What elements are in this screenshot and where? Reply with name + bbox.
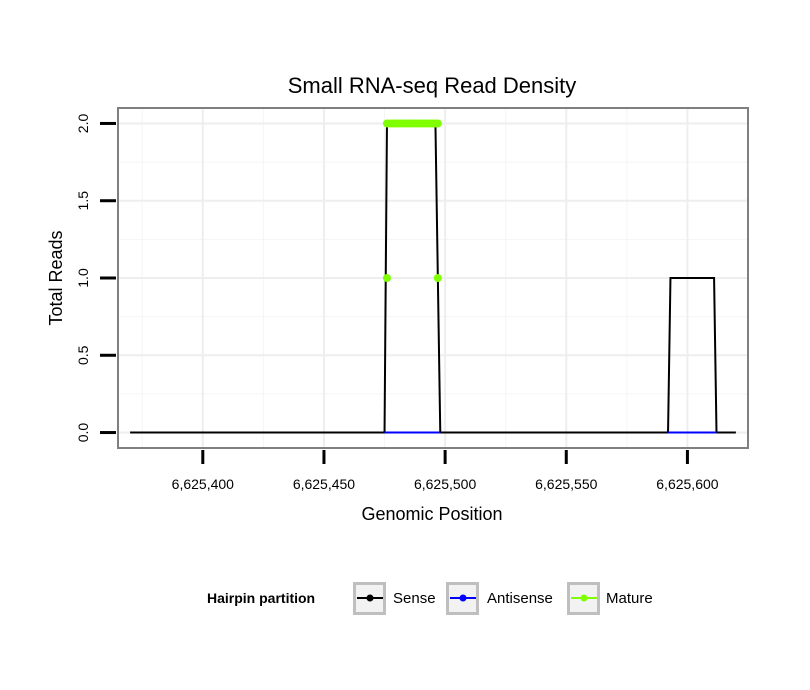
panel-border	[117, 107, 749, 449]
y-tick-label: 0.0	[75, 423, 91, 443]
y-axis-label: Total Reads	[46, 230, 66, 325]
y-tick-label: 2.0	[75, 114, 91, 134]
legend-label-antisense: Antisense	[487, 590, 553, 607]
x-tick-label: 6,625,600	[656, 476, 718, 492]
series-mature-point	[433, 119, 442, 128]
plot-panel	[117, 107, 749, 449]
legend-label-mature: Mature	[606, 590, 653, 607]
legend-key-point	[366, 594, 374, 602]
y-tick-label: 1.0	[75, 268, 91, 288]
legend-key-point	[459, 594, 467, 602]
x-tick-label: 6,625,400	[172, 476, 234, 492]
series-mature-point	[433, 274, 442, 282]
x-tick-label: 6,625,500	[414, 476, 476, 492]
x-axis-label: Genomic Position	[361, 504, 502, 524]
chart-title: Small RNA-seq Read Density	[288, 73, 577, 98]
y-tick-label: 1.5	[75, 191, 91, 211]
legend: Hairpin partition Sense Antisense Mature	[207, 582, 653, 615]
legend-label-sense: Sense	[393, 590, 436, 607]
legend-key-point	[580, 594, 588, 602]
x-tick-label: 6,625,550	[535, 476, 597, 492]
series-mature-point	[382, 274, 391, 282]
y-tick-label: 0.5	[75, 345, 91, 365]
legend-title: Hairpin partition	[207, 590, 315, 606]
x-tick-label: 6,625,450	[293, 476, 355, 492]
